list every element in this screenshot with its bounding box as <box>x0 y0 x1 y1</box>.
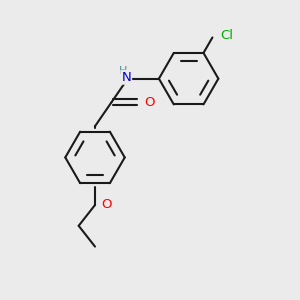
Text: O: O <box>145 96 155 109</box>
Text: H: H <box>119 66 128 76</box>
Text: Cl: Cl <box>220 29 233 43</box>
Text: O: O <box>102 199 112 212</box>
Text: N: N <box>121 71 131 84</box>
